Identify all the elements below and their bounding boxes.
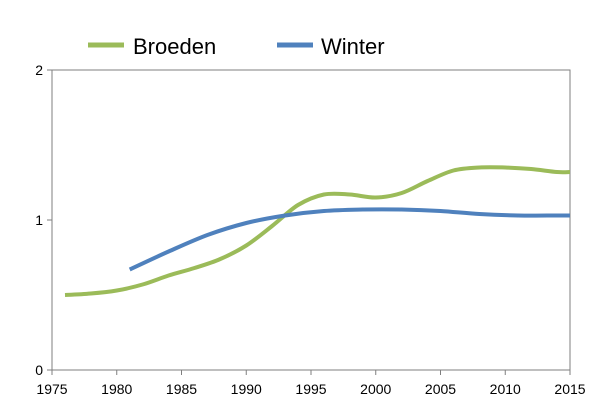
plot-area-frame [51, 69, 571, 371]
x-axis: 1975 1980 1985 1990 1995 2000 2005 2010 2015 [36, 370, 586, 397]
series-line-broeden [64, 165, 571, 297]
y-tick-label: 2 [35, 62, 43, 78]
x-tick-label: 1985 [166, 381, 197, 397]
legend-label-winter: Winter [321, 34, 385, 59]
x-tick-label: 2010 [490, 381, 521, 397]
y-axis: 0 1 2 [35, 62, 52, 378]
y-tick-label: 1 [35, 212, 43, 228]
series-line-winter [128, 207, 570, 272]
x-tick-label: 1990 [231, 381, 262, 397]
legend: Broeden Winter [88, 34, 385, 59]
x-tick-label: 2000 [360, 381, 391, 397]
x-tick-label: 2015 [554, 381, 585, 397]
y-tick-label: 0 [35, 362, 43, 378]
series-layer [64, 165, 571, 297]
legend-label-broeden: Broeden [133, 34, 216, 59]
x-tick-label: 2005 [425, 381, 456, 397]
x-tick-label: 1975 [36, 381, 67, 397]
x-tick-label: 1995 [295, 381, 326, 397]
x-tick-label: 1980 [101, 381, 132, 397]
